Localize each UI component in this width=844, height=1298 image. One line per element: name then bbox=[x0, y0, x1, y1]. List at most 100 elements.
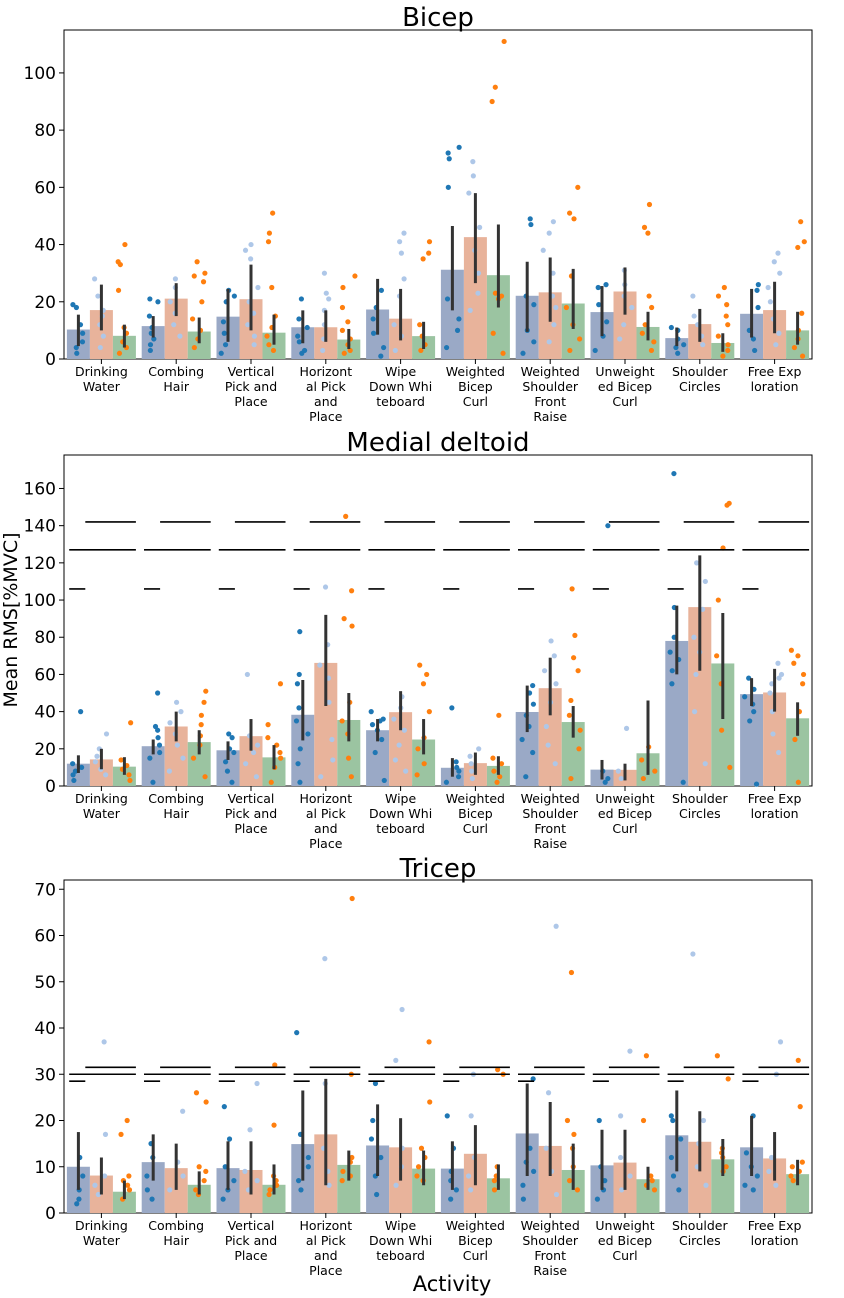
data-point bbox=[268, 779, 274, 785]
x-tick-label: Horizont al Pick and Place bbox=[299, 791, 352, 851]
data-point bbox=[294, 681, 301, 687]
data-point bbox=[467, 753, 473, 759]
data-point bbox=[180, 1108, 186, 1114]
data-point bbox=[790, 1178, 796, 1184]
data-point bbox=[498, 761, 505, 767]
data-point bbox=[345, 319, 351, 325]
data-point bbox=[675, 350, 681, 356]
data-point bbox=[296, 339, 302, 345]
y-tick-label: 10 bbox=[34, 1158, 56, 1178]
data-point bbox=[229, 779, 235, 785]
data-point bbox=[295, 333, 301, 339]
data-point bbox=[426, 250, 432, 256]
data-point bbox=[201, 1178, 207, 1184]
data-point bbox=[203, 1099, 209, 1105]
data-point bbox=[301, 347, 308, 354]
data-point bbox=[490, 330, 496, 336]
x-tick-label: Weighted Bicep Curl bbox=[446, 791, 505, 836]
bar bbox=[515, 711, 539, 786]
data-point bbox=[115, 287, 122, 293]
data-point bbox=[690, 951, 696, 957]
data-point bbox=[444, 296, 451, 302]
data-point bbox=[226, 1136, 233, 1142]
data-point bbox=[670, 1117, 676, 1124]
y-tick-label: 60 bbox=[34, 178, 56, 198]
bar bbox=[187, 1184, 211, 1213]
data-point bbox=[200, 279, 207, 285]
data-point bbox=[545, 742, 551, 748]
data-point bbox=[426, 239, 433, 245]
panel-tricep: Tricep 0 10 20 30 40 50 60 70 Drinking Water Combi… bbox=[34, 854, 813, 1278]
data-point bbox=[775, 250, 781, 256]
y-tick-label: 20 bbox=[34, 1112, 56, 1132]
bar bbox=[337, 1164, 361, 1213]
data-point bbox=[118, 1131, 124, 1137]
data-point bbox=[725, 1076, 731, 1082]
data-point bbox=[725, 322, 731, 328]
data-point bbox=[799, 353, 806, 359]
data-point bbox=[167, 1187, 173, 1193]
data-point bbox=[180, 755, 186, 761]
y-tick-label: 0 bbox=[45, 1204, 56, 1224]
data-point bbox=[381, 777, 387, 784]
data-point bbox=[174, 742, 180, 748]
data-point bbox=[348, 774, 354, 780]
data-point bbox=[467, 307, 473, 313]
x-tick-label: Shoulder Circles bbox=[672, 791, 729, 821]
x-tick-label: Wipe Down Whi teboard bbox=[369, 1218, 432, 1263]
x-tick-label: Horizont al Pick and Place bbox=[299, 1218, 352, 1278]
data-point bbox=[605, 523, 611, 529]
data-point bbox=[649, 1178, 655, 1184]
bar bbox=[561, 722, 585, 786]
bar bbox=[187, 331, 211, 359]
x-tick-label: Unweight ed Bicep Curl bbox=[595, 364, 654, 409]
data-point bbox=[691, 634, 697, 640]
bar bbox=[412, 1168, 436, 1213]
data-point bbox=[604, 319, 610, 325]
data-point bbox=[320, 347, 326, 354]
x-tick-label: Weighted Shoulder Front Raise bbox=[521, 1218, 580, 1278]
data-point bbox=[470, 173, 476, 179]
bar bbox=[711, 663, 735, 786]
data-point bbox=[172, 276, 179, 282]
data-point bbox=[147, 342, 154, 348]
data-point bbox=[747, 718, 753, 724]
data-point bbox=[726, 500, 732, 506]
data-point bbox=[157, 749, 163, 756]
data-point bbox=[326, 699, 332, 705]
data-point bbox=[242, 1168, 248, 1174]
data-point bbox=[266, 230, 273, 236]
data-point bbox=[491, 768, 497, 774]
data-point bbox=[792, 736, 798, 743]
bar bbox=[262, 757, 286, 786]
data-point bbox=[540, 247, 546, 253]
data-point bbox=[126, 1173, 132, 1179]
x-tick-label: Vertical Pick and Place bbox=[225, 1218, 277, 1263]
data-point bbox=[520, 1196, 526, 1202]
data-point bbox=[115, 259, 121, 265]
data-point bbox=[221, 1104, 227, 1110]
y-tick-label: 100 bbox=[24, 591, 56, 611]
data-point bbox=[254, 742, 261, 748]
data-point bbox=[568, 969, 575, 976]
data-point bbox=[553, 681, 559, 687]
data-point bbox=[125, 1182, 131, 1188]
data-point bbox=[180, 1173, 186, 1179]
y-tick-label: 50 bbox=[34, 973, 56, 993]
data-point bbox=[329, 736, 335, 743]
data-point bbox=[623, 725, 630, 731]
data-point bbox=[248, 256, 254, 262]
data-point bbox=[692, 709, 698, 715]
x-axis-label: Activity bbox=[413, 1272, 492, 1296]
data-point bbox=[767, 690, 773, 696]
data-point bbox=[466, 190, 472, 196]
data-point bbox=[678, 1136, 684, 1142]
data-point bbox=[691, 313, 697, 319]
data-point bbox=[147, 755, 153, 761]
data-point bbox=[564, 1117, 571, 1124]
data-point bbox=[789, 1164, 795, 1170]
data-point bbox=[742, 1182, 748, 1188]
data-point bbox=[229, 735, 235, 741]
data-point bbox=[380, 716, 386, 722]
